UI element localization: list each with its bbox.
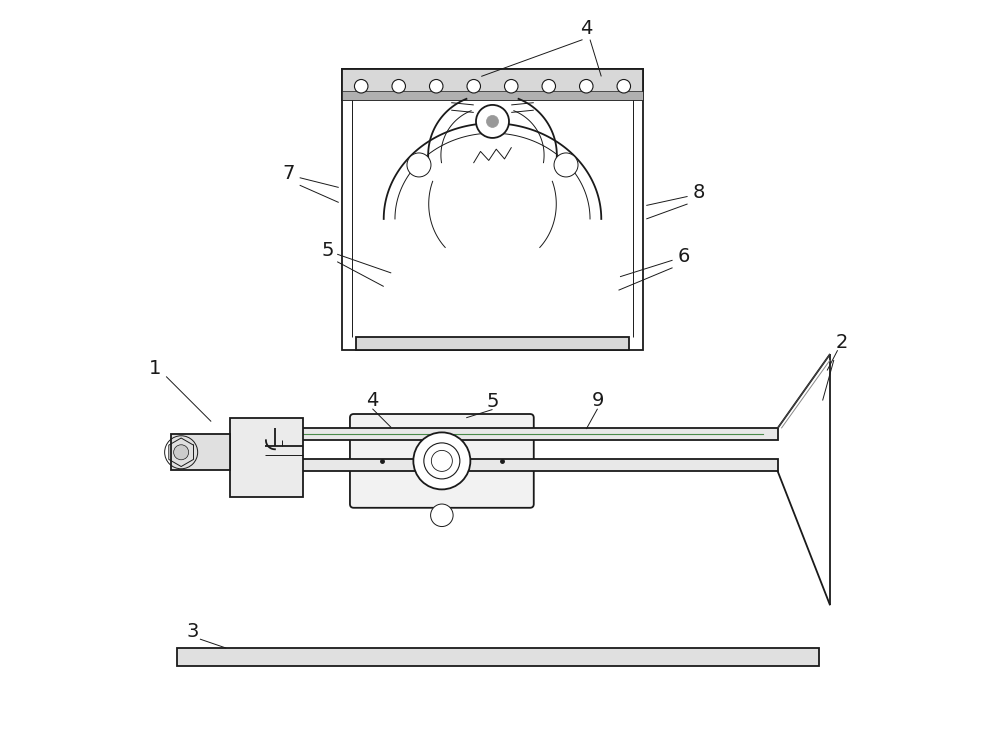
Circle shape: [392, 80, 405, 93]
Bar: [342, 69, 643, 100]
Text: 6: 6: [678, 247, 690, 266]
Text: 9: 9: [591, 391, 604, 410]
Bar: [265, 459, 778, 471]
Bar: [356, 337, 629, 350]
Circle shape: [429, 80, 443, 93]
Circle shape: [407, 153, 431, 177]
Text: 4: 4: [366, 391, 379, 410]
Circle shape: [554, 153, 578, 177]
Text: 3: 3: [186, 622, 199, 641]
Text: 5: 5: [486, 392, 499, 410]
Circle shape: [413, 432, 470, 489]
Circle shape: [505, 80, 518, 93]
Circle shape: [174, 445, 189, 460]
Circle shape: [476, 105, 509, 138]
Circle shape: [580, 80, 593, 93]
Circle shape: [486, 115, 498, 127]
Text: 7: 7: [282, 164, 295, 184]
Circle shape: [354, 80, 368, 93]
Text: 1: 1: [149, 359, 161, 379]
Bar: [342, 91, 643, 100]
Circle shape: [467, 80, 480, 93]
Text: 8: 8: [693, 183, 705, 203]
Bar: [177, 648, 819, 666]
Text: 5: 5: [321, 241, 334, 260]
FancyBboxPatch shape: [350, 414, 534, 508]
Text: 4: 4: [580, 19, 592, 38]
Circle shape: [424, 443, 460, 479]
Bar: [171, 434, 230, 471]
Bar: [342, 69, 643, 350]
Bar: [265, 428, 778, 441]
Circle shape: [617, 80, 631, 93]
Circle shape: [431, 504, 453, 526]
Text: 2: 2: [835, 334, 848, 352]
Circle shape: [542, 80, 556, 93]
Bar: [230, 418, 303, 496]
